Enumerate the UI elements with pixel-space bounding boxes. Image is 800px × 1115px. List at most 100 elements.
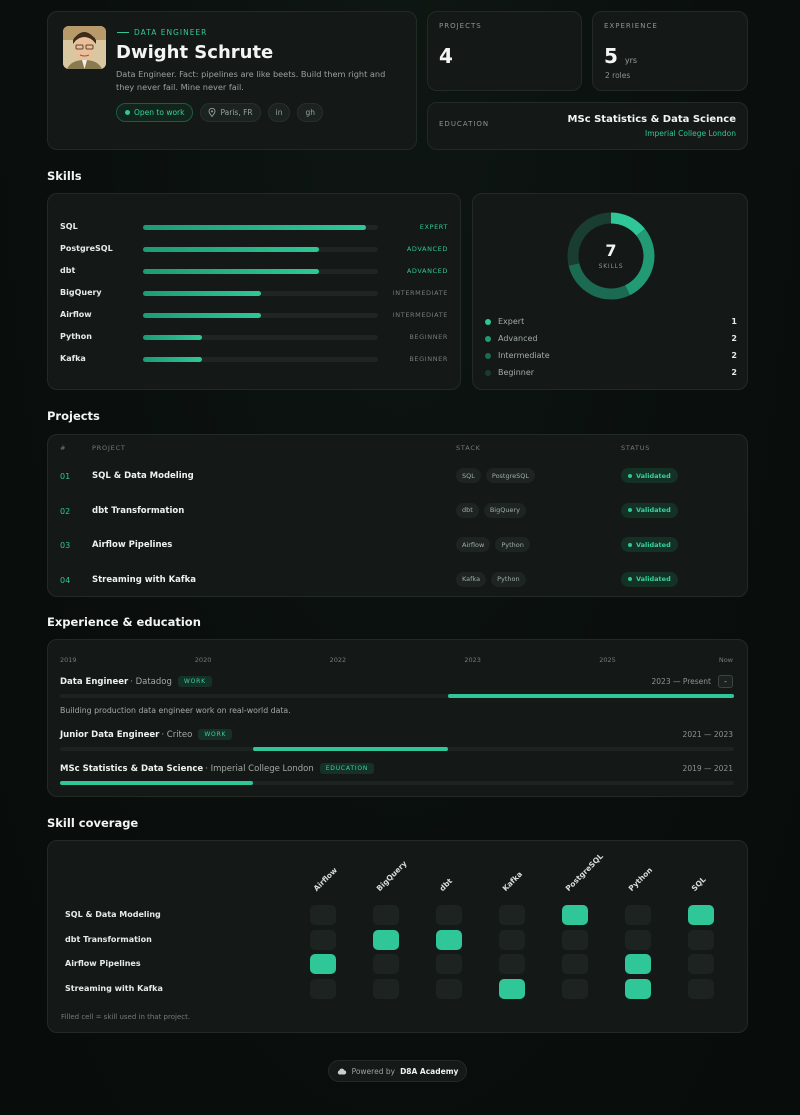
coverage-cell [373,929,399,950]
stack-tag: SQL [456,468,481,483]
legend-dot [485,336,491,342]
project-name[interactable]: Streaming with Kafka [92,574,196,585]
project-stack: SQL PostgreSQL [456,468,535,483]
project-name[interactable]: dbt Transformation [92,505,185,516]
projects-table: # PROJECT STACK STATUS 01 SQL & Data Mode… [47,434,748,597]
footer-brand: D8A Academy [400,1066,459,1076]
coverage-cell [562,978,588,999]
project-stack: dbt BigQuery [456,502,526,518]
legend-row-intermediate: Intermediate 2 [485,350,737,362]
skill-bar-track [143,225,378,230]
project-number: 04 [60,575,71,585]
project-number: 03 [60,541,71,550]
avatar [63,26,106,69]
skill-bar-track [143,269,378,274]
github-link[interactable]: gh [297,103,323,122]
timeline-year: 2025 [599,656,616,664]
timeline-dates: 2021 — 2023 [682,730,733,739]
legend-row-advanced: Advanced 2 [485,333,737,345]
coverage-row-label: dbt Transformation [65,934,152,944]
timeline-role: Junior Data Engineer [60,729,160,740]
skill-level: ADVANCED [406,245,448,253]
status-badge: Validated [621,502,678,518]
table-row[interactable]: 01 SQL & Data Modeling SQL PostgreSQL Valida… [48,460,749,494]
skill-level: ADVANCED [406,267,448,275]
donut-slice-intermediate [568,262,630,300]
skill-row: dbt ADVANCED [60,264,450,278]
github-label: gh [305,108,315,117]
coverage-cell [688,905,714,925]
status-dot-icon [628,473,632,478]
timeline-item-title: MSc Statistics & Data Science · Imperial … [60,763,375,774]
legend-name: Expert [498,317,525,326]
skill-row: Python BEGINNER [60,330,450,344]
coverage-cell [310,954,336,974]
timeline-year: 2019 [60,656,77,664]
collapse-toggle-button[interactable]: - [718,675,733,688]
col-header-stack: STACK [456,444,481,452]
skill-name: dbt [60,266,76,275]
skill-bar-fill [143,335,202,340]
timeline-bar [60,781,253,785]
education-label: EDUCATION [439,120,490,128]
skill-level: BEGINNER [409,355,448,363]
project-name[interactable]: Airflow Pipelines [92,540,173,550]
coverage-cell [562,905,588,925]
role-label: DATA ENGINEER [134,28,208,37]
skill-bar-fill [143,313,261,318]
table-row[interactable]: 02 dbt Transformation dbt BigQuery Validated [48,495,749,529]
timeline-track [60,694,734,698]
legend-dot [485,370,491,376]
open-to-work-label: Open to work [134,108,185,117]
coverage-cell [310,978,336,999]
skill-bar-fill [143,291,261,296]
projects-section-title: Projects [47,409,100,423]
projects-stat-card: PROJECTS 4 [427,11,582,91]
experience-stat-card: EXPERIENCE 5 yrs 2 roles [592,11,748,91]
skill-name: Python [60,332,92,341]
table-row[interactable]: 04 Streaming with Kafka Kafka Python Validat… [48,564,749,598]
stack-tag: PostgreSQL [485,468,535,483]
coverage-row-label: Airflow Pipelines [65,959,141,968]
coverage-cell [625,905,651,925]
stack-tag: BigQuery [483,502,526,518]
stack-tag: dbt [456,502,479,518]
footer-prefix: Powered by [351,1066,396,1076]
project-name[interactable]: SQL & Data Modeling [92,471,194,481]
table-row[interactable]: 03 Airflow Pipelines Airflow Python Validate… [48,529,749,563]
experience-stat-value-wrap: 5 yrs [604,44,637,68]
col-header-status: STATUS [621,444,651,452]
powered-by-footer[interactable]: Powered by D8A Academy [328,1060,467,1082]
coverage-column-label: SQL [689,874,708,893]
experience-stat-sub: 2 roles [605,71,631,80]
skill-bar-fill [143,269,320,274]
legend-count: 2 [731,334,737,343]
projects-stat-label: PROJECTS [439,22,482,30]
timeline-bar [447,694,734,698]
skill-level: BEGINNER [409,333,448,341]
timeline-role: Data Engineer [60,676,129,687]
status-dot-icon [628,508,632,512]
skill-name: SQL [60,222,78,231]
project-number: 02 [60,506,71,516]
col-header-num: # [60,444,67,452]
status-badge: Validated [621,468,678,483]
timeline-badge: EDUCATION [319,763,375,774]
location-chip: Paris, FR [200,103,261,122]
project-stack: Kafka Python [456,571,526,587]
legend-count: 2 [731,368,737,377]
education-title: MSc Statistics & Data Science [567,114,736,125]
stack-tag: Kafka [456,571,487,587]
coverage-column-label: Kafka [500,869,525,893]
donut-slice-advanced [624,228,655,296]
status-badge: Validated [621,571,678,587]
open-to-work-chip[interactable]: Open to work [116,103,194,122]
timeline-track [60,781,734,785]
legend-row-expert: Expert 1 [485,316,737,328]
linkedin-label: in [275,108,283,117]
linkedin-link[interactable]: in [267,103,291,122]
coverage-cell [688,954,714,974]
skill-bar-track [143,335,378,340]
legend-name: Beginner [498,368,535,377]
skill-level: INTERMEDIATE [392,311,448,319]
